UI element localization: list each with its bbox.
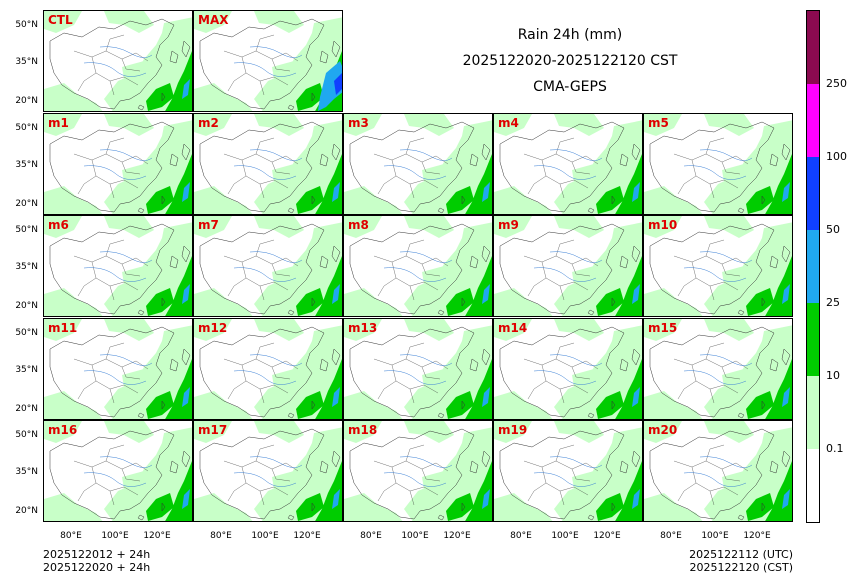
map-panel: m17 (193, 420, 343, 522)
longitude-tick-label: 80°E (660, 531, 682, 541)
map-panel: m18 (343, 420, 493, 522)
panel-label: m19 (498, 423, 528, 437)
map-panel: m3 (343, 113, 493, 215)
colorbar-level-label: 50 (826, 223, 840, 236)
map-panel: m16 (43, 420, 193, 522)
latitude-tick-label: 35°N (15, 57, 38, 67)
map-panel: m8 (343, 215, 493, 317)
latitude-tick-label: 50°N (15, 123, 38, 133)
map-model-name: CMA-GEPS (533, 79, 607, 95)
footer-valid-time: 2025122112 (UTC) 2025122120 (CST) (679, 548, 793, 574)
longitude-tick-label: 80°E (210, 531, 232, 541)
colorbar (806, 10, 820, 523)
colorbar-level-label: 25 (826, 296, 840, 309)
panel-label: m6 (48, 218, 69, 232)
map-panel: m2 (193, 113, 343, 215)
map-panel: m11 (43, 318, 193, 420)
colorbar-segment (807, 449, 819, 522)
map-valid-period: 2025122020-2025122120 CST (462, 53, 678, 69)
map-panel: MAX (193, 10, 343, 112)
panel-label: m8 (348, 218, 369, 232)
longitude-tick-label: 100°E (101, 531, 129, 541)
colorbar-segment (807, 303, 819, 376)
colorbar-segment (807, 376, 819, 449)
panel-label: m17 (198, 423, 228, 437)
panel-label: m12 (198, 321, 228, 335)
panel-label: m1 (48, 116, 69, 130)
latitude-tick-label: 50°N (15, 225, 38, 235)
map-panel: m5 (643, 113, 793, 215)
panel-label: CTL (48, 13, 73, 27)
latitude-tick-label: 20°N (15, 301, 38, 311)
latitude-tick-label: 35°N (15, 262, 38, 272)
footer-left-line1: 2025122012 + 24h (43, 548, 151, 561)
panel-label: m4 (498, 116, 519, 130)
longitude-tick-label: 80°E (60, 531, 82, 541)
colorbar-segment (807, 11, 819, 84)
longitude-tick-label: 100°E (551, 531, 579, 541)
map-panel: m13 (343, 318, 493, 420)
map-panel: m12 (193, 318, 343, 420)
map-panel: m7 (193, 215, 343, 317)
panel-label: m15 (648, 321, 678, 335)
panel-label: m11 (48, 321, 78, 335)
latitude-tick-label: 50°N (15, 328, 38, 338)
latitude-tick-label: 35°N (15, 160, 38, 170)
longitude-tick-label: 100°E (251, 531, 279, 541)
panel-label: MAX (198, 13, 229, 27)
latitude-tick-label: 20°N (15, 199, 38, 209)
map-panel: m10 (643, 215, 793, 317)
map-panel: m19 (493, 420, 643, 522)
latitude-tick-label: 35°N (15, 467, 38, 477)
footer-right-line1: 2025122112 (UTC) (689, 548, 793, 561)
panel-label: m18 (348, 423, 378, 437)
map-panel: m20 (643, 420, 793, 522)
map-panel: m9 (493, 215, 643, 317)
longitude-tick-label: 120°E (143, 531, 171, 541)
longitude-tick-label: 80°E (360, 531, 382, 541)
map-panel: m6 (43, 215, 193, 317)
colorbar-level-label: 0.1 (826, 442, 844, 455)
longitude-tick-label: 120°E (743, 531, 771, 541)
latitude-tick-label: 35°N (15, 365, 38, 375)
longitude-tick-label: 120°E (593, 531, 621, 541)
panel-label: m13 (348, 321, 378, 335)
colorbar-segment (807, 84, 819, 157)
footer-init-time: 2025122012 + 24h 2025122020 + 24h (43, 548, 150, 574)
map-panel: m4 (493, 113, 643, 215)
map-panel: m15 (643, 318, 793, 420)
panel-label: m9 (498, 218, 519, 232)
panel-label: m16 (48, 423, 78, 437)
panel-label: m20 (648, 423, 678, 437)
longitude-tick-label: 100°E (401, 531, 429, 541)
colorbar-level-label: 250 (826, 77, 847, 90)
longitude-tick-label: 100°E (701, 531, 729, 541)
latitude-tick-label: 50°N (15, 430, 38, 440)
footer-left-line2: 2025122020 + 24h (43, 561, 151, 574)
map-title: Rain 24h (mm) (517, 27, 623, 43)
panel-label: m7 (198, 218, 219, 232)
latitude-tick-label: 20°N (15, 404, 38, 414)
panel-label: m2 (198, 116, 219, 130)
longitude-tick-label: 120°E (443, 531, 471, 541)
panel-label: m3 (348, 116, 369, 130)
colorbar-segment (807, 230, 819, 303)
footer-right-line2: 2025122120 (CST) (689, 561, 793, 574)
longitude-tick-label: 80°E (510, 531, 532, 541)
colorbar-segment (807, 157, 819, 230)
panel-label: m10 (648, 218, 678, 232)
colorbar-level-label: 10 (826, 369, 840, 382)
latitude-tick-label: 20°N (15, 506, 38, 516)
map-panel: m1 (43, 113, 193, 215)
longitude-tick-label: 120°E (293, 531, 321, 541)
panel-label: m5 (648, 116, 669, 130)
panel-label: m14 (498, 321, 528, 335)
colorbar-level-label: 100 (826, 150, 847, 163)
latitude-tick-label: 50°N (15, 20, 38, 30)
map-panel: m14 (493, 318, 643, 420)
latitude-tick-label: 20°N (15, 96, 38, 106)
map-panel: CTL (43, 10, 193, 112)
